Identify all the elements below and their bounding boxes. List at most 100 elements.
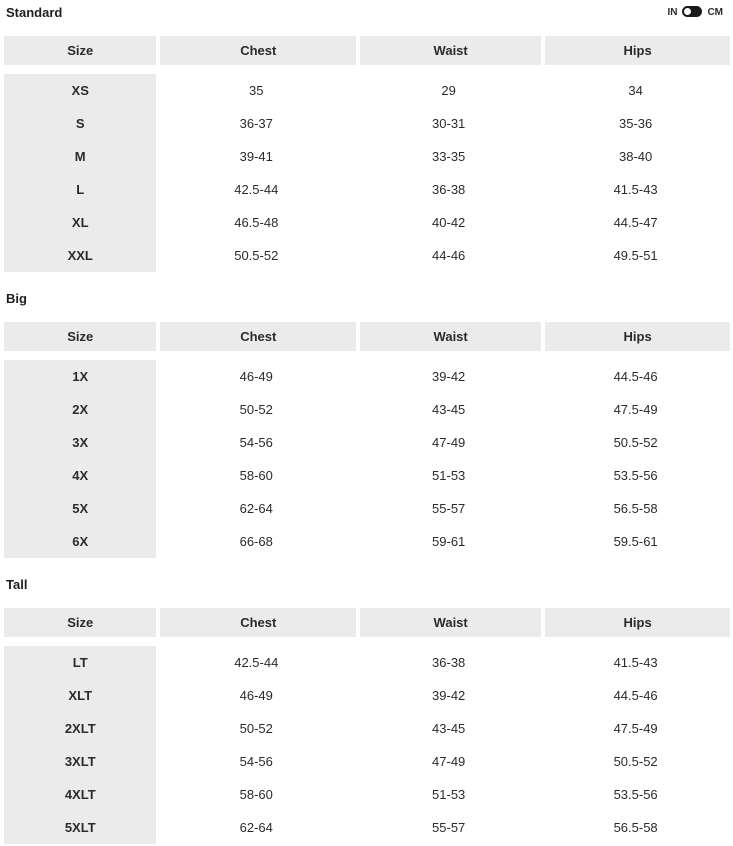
table-row: 3XLT 54-56 47-49 50.5-52: [4, 745, 730, 778]
chest-cell: 50.5-52: [156, 239, 357, 272]
chest-cell: 54-56: [156, 426, 357, 459]
table-row: 6X 66-68 59-61 59.5-61: [4, 525, 730, 558]
chest-cell: 46.5-48: [156, 206, 357, 239]
table-header-row: Size Chest Waist Hips: [4, 322, 730, 360]
table-row: L 42.5-44 36-38 41.5-43: [4, 173, 730, 206]
waist-cell: 51-53: [356, 459, 542, 492]
waist-cell: 51-53: [356, 778, 542, 811]
hips-cell: 59.5-61: [541, 525, 730, 558]
size-cell: S: [4, 107, 157, 140]
hips-cell: 49.5-51: [541, 239, 730, 272]
hips-cell: 47.5-49: [541, 712, 730, 745]
chest-cell: 36-37: [156, 107, 357, 140]
table-row: 1X 46-49 39-42 44.5-46: [4, 360, 730, 393]
waist-cell: 40-42: [356, 206, 542, 239]
unit-toggle-knob: [684, 8, 692, 15]
table-row: 2XLT 50-52 43-45 47.5-49: [4, 712, 730, 745]
section-tall: Tall Size Chest Waist Hips LT 42.5-44 36…: [0, 577, 733, 844]
chest-cell: 39-41: [156, 140, 357, 173]
size-cell: XS: [4, 74, 157, 107]
table-header-row: Size Chest Waist Hips: [4, 36, 730, 74]
chest-cell: 58-60: [156, 459, 357, 492]
section-title-big: Big: [6, 291, 27, 306]
chest-cell: 62-64: [156, 492, 357, 525]
chest-cell: 46-49: [156, 679, 357, 712]
hips-cell: 38-40: [541, 140, 730, 173]
section-header: Big: [0, 291, 733, 307]
waist-cell: 39-42: [356, 679, 542, 712]
table-header-row: Size Chest Waist Hips: [4, 608, 730, 646]
size-cell: XXL: [4, 239, 157, 272]
size-cell: 1X: [4, 360, 157, 393]
col-header-size: Size: [4, 36, 157, 74]
col-header-hips: Hips: [541, 36, 730, 74]
hips-cell: 44.5-46: [541, 679, 730, 712]
col-header-hips: Hips: [541, 322, 730, 360]
col-header-chest: Chest: [156, 608, 357, 646]
hips-cell: 53.5-56: [541, 778, 730, 811]
standard-size-table: Size Chest Waist Hips XS 35 29 34 S 36-3…: [4, 36, 730, 272]
section-title-standard: Standard: [6, 5, 63, 20]
waist-cell: 44-46: [356, 239, 542, 272]
size-cell: 5X: [4, 492, 157, 525]
size-cell: 2XLT: [4, 712, 157, 745]
hips-cell: 44.5-46: [541, 360, 730, 393]
hips-cell: 56.5-58: [541, 811, 730, 844]
waist-cell: 36-38: [356, 173, 542, 206]
size-cell: 3XLT: [4, 745, 157, 778]
table-row: XL 46.5-48 40-42 44.5-47: [4, 206, 730, 239]
col-header-chest: Chest: [156, 36, 357, 74]
section-header: Tall: [0, 577, 733, 593]
table-row: LT 42.5-44 36-38 41.5-43: [4, 646, 730, 679]
size-cell: 6X: [4, 525, 157, 558]
size-cell: 5XLT: [4, 811, 157, 844]
col-header-chest: Chest: [156, 322, 357, 360]
col-header-waist: Waist: [356, 608, 542, 646]
table-row: 5X 62-64 55-57 56.5-58: [4, 492, 730, 525]
chest-cell: 50-52: [156, 393, 357, 426]
waist-cell: 59-61: [356, 525, 542, 558]
waist-cell: 55-57: [356, 492, 542, 525]
size-cell: 4XLT: [4, 778, 157, 811]
size-cell: M: [4, 140, 157, 173]
section-header: Standard IN CM: [0, 5, 733, 21]
table-row: 2X 50-52 43-45 47.5-49: [4, 393, 730, 426]
table-row: XXL 50.5-52 44-46 49.5-51: [4, 239, 730, 272]
section-title-tall: Tall: [6, 577, 28, 592]
size-cell: XL: [4, 206, 157, 239]
big-size-table: Size Chest Waist Hips 1X 46-49 39-42 44.…: [4, 322, 730, 558]
hips-cell: 50.5-52: [541, 426, 730, 459]
unit-toggle-switch-icon[interactable]: [682, 6, 703, 17]
waist-cell: 55-57: [356, 811, 542, 844]
size-cell: LT: [4, 646, 157, 679]
table-row: XLT 46-49 39-42 44.5-46: [4, 679, 730, 712]
col-header-size: Size: [4, 322, 157, 360]
hips-cell: 41.5-43: [541, 173, 730, 206]
col-header-size: Size: [4, 608, 157, 646]
col-header-waist: Waist: [356, 36, 542, 74]
waist-cell: 29: [356, 74, 542, 107]
hips-cell: 44.5-47: [541, 206, 730, 239]
waist-cell: 43-45: [356, 712, 542, 745]
table-row: 5XLT 62-64 55-57 56.5-58: [4, 811, 730, 844]
size-cell: 3X: [4, 426, 157, 459]
waist-cell: 43-45: [356, 393, 542, 426]
table-row: S 36-37 30-31 35-36: [4, 107, 730, 140]
hips-cell: 50.5-52: [541, 745, 730, 778]
hips-cell: 41.5-43: [541, 646, 730, 679]
chest-cell: 35: [156, 74, 357, 107]
chest-cell: 46-49: [156, 360, 357, 393]
table-row: 4X 58-60 51-53 53.5-56: [4, 459, 730, 492]
col-header-waist: Waist: [356, 322, 542, 360]
hips-cell: 53.5-56: [541, 459, 730, 492]
unit-toggle[interactable]: IN CM: [667, 5, 723, 21]
unit-in-label: IN: [667, 7, 678, 18]
size-cell: L: [4, 173, 157, 206]
hips-cell: 35-36: [541, 107, 730, 140]
chest-cell: 42.5-44: [156, 173, 357, 206]
waist-cell: 39-42: [356, 360, 542, 393]
chest-cell: 50-52: [156, 712, 357, 745]
size-cell: 2X: [4, 393, 157, 426]
waist-cell: 36-38: [356, 646, 542, 679]
